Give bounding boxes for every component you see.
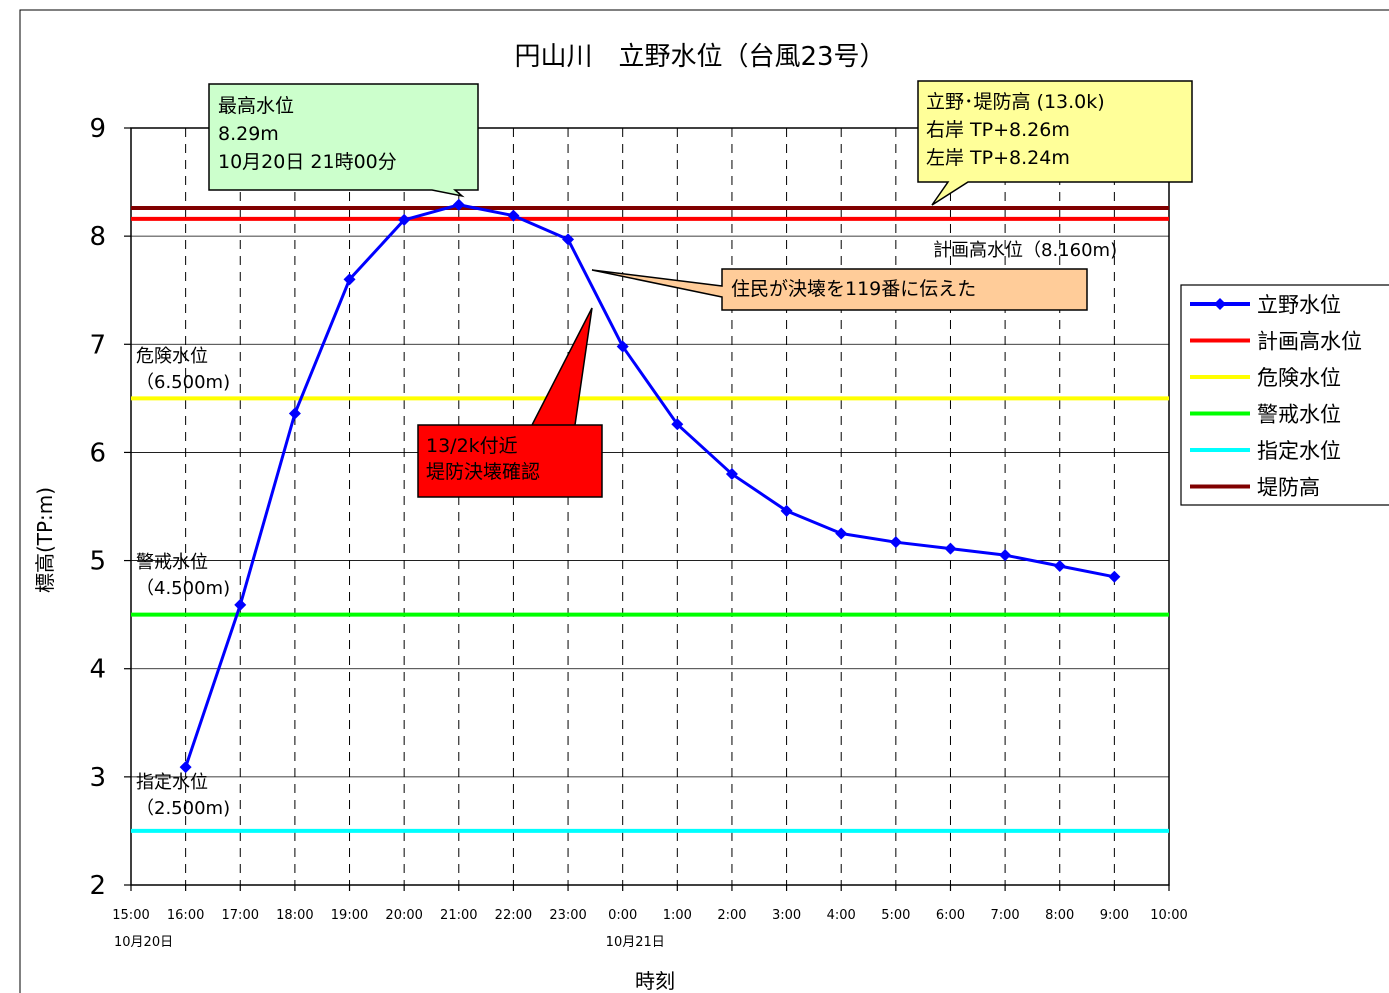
annotations: 最高水位 8.29m 10月20日 21時00分 立野･堤防高 (13.0k) 右岸… [208,80,1193,498]
reference-line-label: 危険水位 [136,346,208,367]
reference-line-label: （4.500m) [136,578,230,599]
reference-line-label: 警戒水位 [136,552,208,573]
reference-line-label: 指定水位 [136,772,208,793]
x-tick-label: 3:00 [772,908,801,923]
x-tick-label: 19:00 [331,908,368,923]
series-point [452,198,465,211]
annotation-box [917,80,1193,206]
y-tick-label: 6 [89,438,106,468]
annotation-box [208,83,479,198]
series-line [184,203,1115,768]
y-tick-label: 8 [89,222,106,252]
reference-line-labels: 計画高水位（8.160m) 危険水位 （6.500m) 警戒水位 （4.500m) 指定水… [136,240,1117,819]
x-axis-ticks: 15:00 16:00 17:00 18:00 19:00 20:00 21:00 22:00… [112,885,1188,950]
series-point [288,407,301,420]
reference-line-label: （2.500m) [136,798,230,819]
legend-label: 警戒水位 [1257,403,1341,427]
series-tateno [179,198,1121,774]
x-date-label: 10月21日 [606,935,665,950]
y-tick-label: 5 [89,547,106,577]
x-tick-label: 15:00 [112,908,149,923]
y-axis-label: 標高(TP:m) [33,487,57,593]
series-point [780,504,793,517]
annotation-text: 最高水位 [218,95,294,117]
grid [131,128,1169,885]
annotation-text: 立野･堤防高 (13.0k) [926,91,1105,113]
legend-label: 危険水位 [1257,366,1341,390]
series-point [234,598,247,611]
annotation-box [591,268,1088,311]
annotation-text: 右岸 TP+8.26m [926,119,1070,141]
series-point [1053,559,1066,572]
series-point [1108,570,1121,583]
x-tick-label: 5:00 [881,908,910,923]
y-tick-label: 9 [89,114,106,144]
x-tick-label: 20:00 [385,908,422,923]
series-point [562,233,575,246]
reference-lines [131,206,1169,833]
reference-line-label: 計画高水位（8.160m) [933,240,1117,261]
annotation-text: 住民が決壊を119番に伝えた [731,278,976,300]
chart-title: 円山川 立野水位（台風23号） [514,42,885,72]
legend-label: 計画高水位 [1257,330,1362,354]
x-date-label: 10月20日 [114,935,173,950]
series-point [944,542,957,555]
annotation-box [417,307,603,498]
series-point [343,273,356,286]
x-tick-label: 17:00 [222,908,259,923]
x-tick-label: 21:00 [440,908,477,923]
annotation-text: 堤防決壊確認 [426,461,540,483]
annotation-text: 8.29m [218,123,279,145]
y-tick-label: 3 [89,763,106,793]
series-point [398,213,411,226]
x-tick-label: 22:00 [495,908,532,923]
x-tick-label: 1:00 [663,908,692,923]
x-tick-label: 18:00 [276,908,313,923]
series-point [507,209,520,222]
x-tick-label: 4:00 [827,908,856,923]
x-tick-label: 8:00 [1045,908,1074,923]
x-tick-label: 9:00 [1100,908,1129,923]
chart-frame [19,9,1389,993]
legend-marker [1214,298,1226,310]
series-point [671,418,684,431]
legend-label: 指定水位 [1257,439,1341,463]
y-axis-ticks: 2 3 4 5 6 7 8 9 [89,114,131,901]
x-axis-label: 時刻 [635,969,675,993]
legend-label: 堤防高 [1257,476,1320,500]
series-point [835,527,848,540]
legend-box [1180,284,1389,506]
plot-area [130,127,1170,886]
series-point [889,536,902,549]
x-tick-label: 0:00 [608,908,637,923]
legend-label: 立野水位 [1257,293,1341,317]
x-tick-label: 2:00 [717,908,746,923]
series-point [616,340,629,353]
y-tick-label: 2 [89,871,106,901]
x-tick-label: 6:00 [936,908,965,923]
x-tick-label: 10:00 [1150,908,1187,923]
series-point [725,468,738,481]
reference-line-label: （6.500m) [136,372,230,393]
annotation-text: 13/2k付近 [426,435,518,457]
x-tick-label: 7:00 [991,908,1020,923]
y-tick-label: 7 [89,330,106,360]
x-tick-label: 16:00 [167,908,204,923]
y-tick-label: 4 [89,655,106,685]
series-point [999,549,1012,562]
series-point [179,761,192,774]
annotation-text: 左岸 TP+8.24m [926,147,1070,169]
x-tick-label: 23:00 [549,908,586,923]
annotation-text: 10月20日 21時00分 [218,151,397,173]
